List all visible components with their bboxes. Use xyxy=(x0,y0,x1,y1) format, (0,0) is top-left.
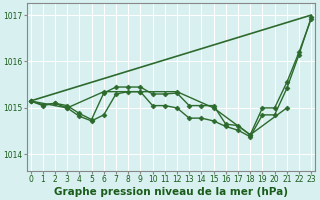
X-axis label: Graphe pression niveau de la mer (hPa): Graphe pression niveau de la mer (hPa) xyxy=(54,187,288,197)
